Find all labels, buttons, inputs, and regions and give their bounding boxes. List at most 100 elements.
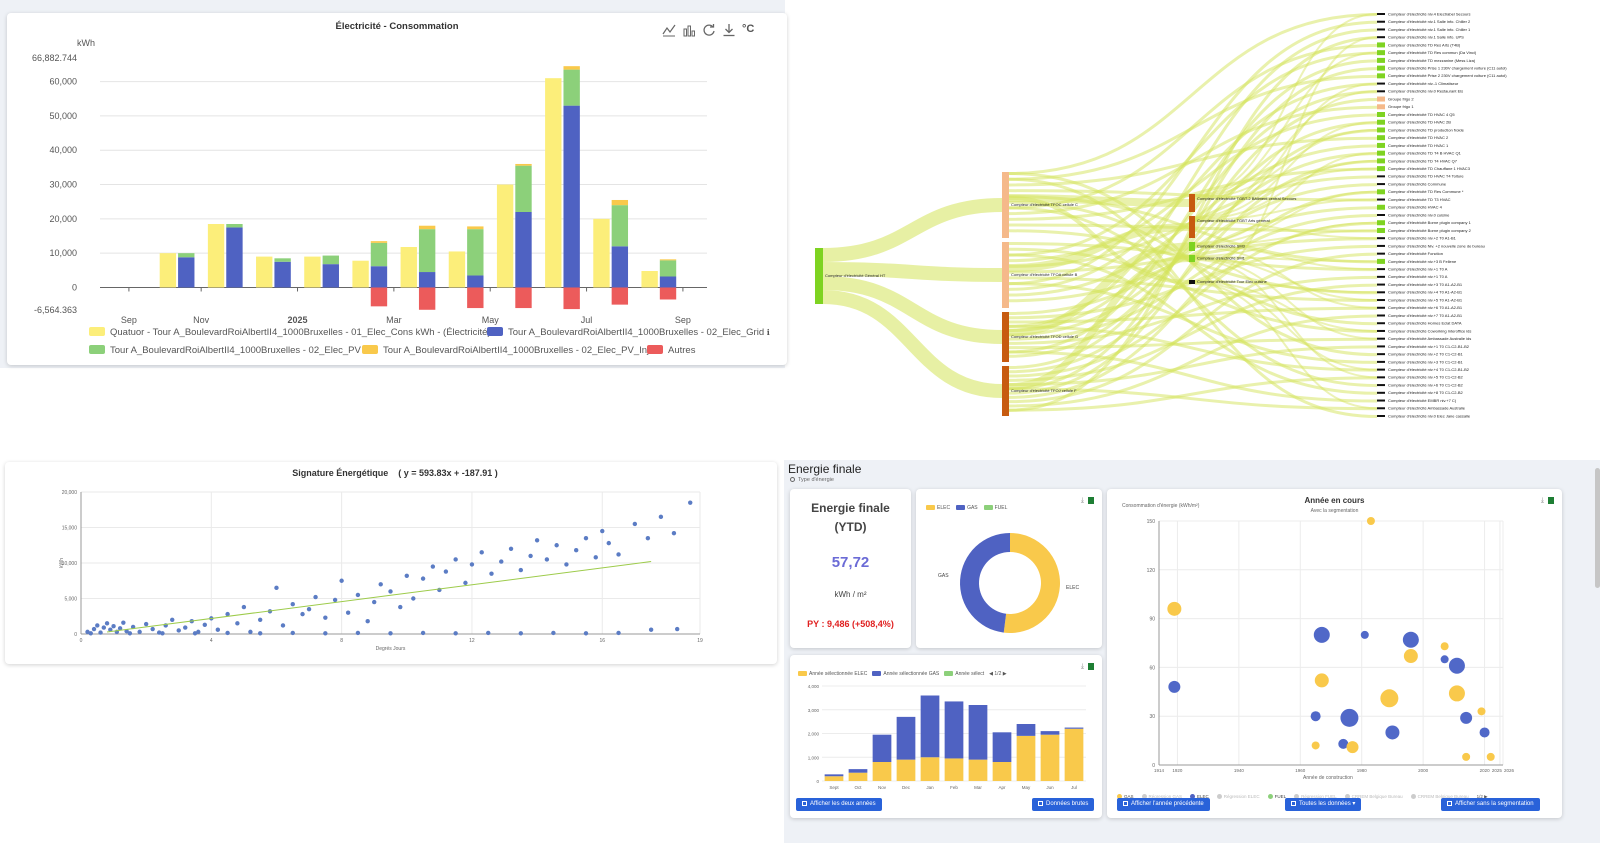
bubble-elec [1338, 738, 1349, 749]
legend-item[interactable]: Tour A_BoulevardRoiAlbertII4_1000Bruxell… [89, 345, 367, 356]
bar-pv-inj [467, 226, 484, 230]
x-tick-label: 8 [340, 638, 343, 644]
sankey-link [1008, 13, 1378, 175]
scatter-point [332, 597, 338, 603]
scatter-point [202, 622, 207, 627]
scatter-point [274, 585, 279, 591]
download-icon[interactable]: ⤓ [1080, 663, 1084, 670]
legend-item[interactable]: FUEL [983, 505, 1007, 511]
x-tick-label: Nov [193, 315, 210, 325]
legend-item[interactable]: ELEC [926, 505, 950, 511]
sankey-link [1008, 275, 1378, 345]
sankey-node-level2 [1189, 216, 1195, 238]
legend-swatch [89, 327, 105, 336]
sankey-node-label: Compteur d'électricité Niv. +2 nouvelle … [1388, 243, 1485, 248]
scatter-point [290, 601, 295, 607]
pager-next-icon[interactable]: ▶ [1001, 671, 1007, 677]
legend-item[interactable]: Tour A_BoulevardRoiAlbertII4_1000Bruxell… [362, 345, 655, 356]
excel-icon[interactable] [1088, 663, 1094, 670]
bar-grid [322, 264, 339, 288]
legend-item[interactable]: Année sélect [944, 671, 984, 677]
legend-item[interactable]: ELEC [1190, 794, 1209, 799]
legend-swatch [872, 671, 882, 676]
scatter-point [616, 630, 621, 636]
excel-icon[interactable] [1088, 497, 1094, 504]
y-tick-label: 0 [1152, 763, 1155, 769]
scrollbar[interactable] [1595, 468, 1600, 588]
x-tick-label: Sep [121, 315, 137, 325]
sankey-link [1008, 376, 1378, 412]
raw-data-button[interactable]: Données brutes [1032, 798, 1095, 811]
bubble-elec [1479, 727, 1490, 738]
download-icon[interactable]: ⤓ [1540, 497, 1544, 504]
sankey-link [1008, 74, 1378, 181]
legend-swatch [798, 671, 807, 676]
y-tick-label: 50,000 [49, 111, 77, 121]
legend-item[interactable]: CRREM Belgique Bureau [1410, 794, 1469, 799]
sankey-node-label: Compteur d'électricité niv.+3 T0 A1-A2-B… [1388, 282, 1463, 287]
legend-item[interactable]: Tour A_BoulevardRoiAlbertII4_1000Bruxell… [487, 327, 770, 338]
sankey-node-label: Compteur d'électricité niv.+2 T0 A1-B1 [1388, 236, 1457, 241]
bar-autres [611, 287, 629, 305]
legend-item[interactable]: GAS [956, 505, 978, 511]
bubble-elec [1448, 657, 1465, 674]
sankey-node-label: Groupe frigo 2 [1388, 96, 1414, 101]
scatter-point [306, 606, 312, 612]
sankey-node-level1 [1002, 172, 1009, 238]
legend-item[interactable]: FUEL [1267, 794, 1286, 799]
sankey-node-label: Compteur d'électricité TD Res commun (Da… [1388, 50, 1477, 55]
legend-item[interactable]: Année sélectionnée ELEC [798, 671, 867, 677]
x-tick-label: Jun [1046, 785, 1054, 790]
show-both-years-button[interactable]: Afficher les deux années [796, 798, 882, 811]
pager-prev-icon[interactable]: ◀ [989, 671, 995, 677]
x-axis-label: Année de construction [1303, 775, 1353, 781]
all-data-button[interactable]: Toutes les données ▾ [1285, 798, 1362, 811]
refresh-icon[interactable] [702, 23, 716, 37]
sankey-node-target [1377, 360, 1385, 363]
sankey-node-label: Compteur d'électricité niv.+4 T0 A1-A2-B… [1388, 290, 1463, 295]
scatter-point [388, 589, 393, 594]
sankey-node-level1 [1002, 242, 1009, 308]
legend-item[interactable]: Régression ELEC [1216, 794, 1260, 799]
scatter-point [313, 594, 318, 600]
bar-autres [370, 287, 388, 307]
line-chart-icon[interactable] [662, 23, 676, 37]
sankey-node-label: Compteur d'électricité TD production fro… [1388, 127, 1465, 132]
legend-pager[interactable]: 1/2 ▶ [1477, 794, 1488, 800]
info-icon[interactable]: ℹ [766, 328, 770, 337]
excel-icon[interactable] [1548, 497, 1554, 504]
temperature-icon[interactable]: °C [742, 23, 755, 35]
sankey-node-label: Compteur d'électricité TGBT Arts général [1197, 218, 1270, 223]
download-icon[interactable] [722, 23, 736, 37]
legend-item[interactable]: Année sélectionnée GAS [872, 671, 939, 677]
sankey-node-label: Compteur d'électricité TFOJ cellule F [1011, 388, 1077, 393]
show-previous-year-button[interactable]: Afficher l'année précédente [1117, 798, 1210, 811]
legend-item[interactable]: CRREM Belgique Bureau [1344, 794, 1403, 799]
legend-item[interactable]: GAS [1117, 794, 1134, 799]
sankey-node-target [1377, 90, 1385, 93]
sankey-node-label: Compteur d'électricité TD HVAC 1 [1388, 143, 1449, 148]
bar-grid [467, 275, 484, 288]
legend-item[interactable]: Régression GAS [1141, 794, 1182, 799]
bar-gas [896, 716, 916, 760]
sankey-link [1194, 13, 1378, 196]
show-without-segmentation-button[interactable]: Afficher sans la segmentation [1441, 798, 1540, 811]
y-tick-label: 0 [816, 779, 819, 784]
bar-chart-icon[interactable] [682, 23, 696, 37]
energy-type-filter[interactable]: Type d'énergie [790, 477, 834, 483]
bar-grid [178, 257, 195, 288]
signature-chart-title: Signature Énergétique ( y = 593.83x + -1… [292, 468, 498, 478]
x-tick-label: 2025 [1492, 768, 1503, 773]
sankey-link [1194, 82, 1378, 218]
legend-pager[interactable]: ◀ 1/2 ▶ [989, 671, 1006, 677]
legend-item[interactable]: Quatuor - Tour A_BoulevardRoiAlbertII4_1… [89, 327, 496, 338]
sankey-node-label: Compteur d'électricité SM1 [1197, 256, 1246, 261]
legend-item[interactable]: Régression FUEL [1294, 794, 1337, 799]
download-icon[interactable]: ⤓ [1080, 497, 1084, 504]
y-tick-label: 2,000 [808, 732, 820, 737]
bubble-gas [1167, 601, 1182, 616]
sankey-node-target [1377, 135, 1385, 141]
scatter-point [388, 631, 393, 636]
sankey-node-target [1377, 104, 1385, 110]
legend-item[interactable]: Autres [647, 345, 695, 356]
